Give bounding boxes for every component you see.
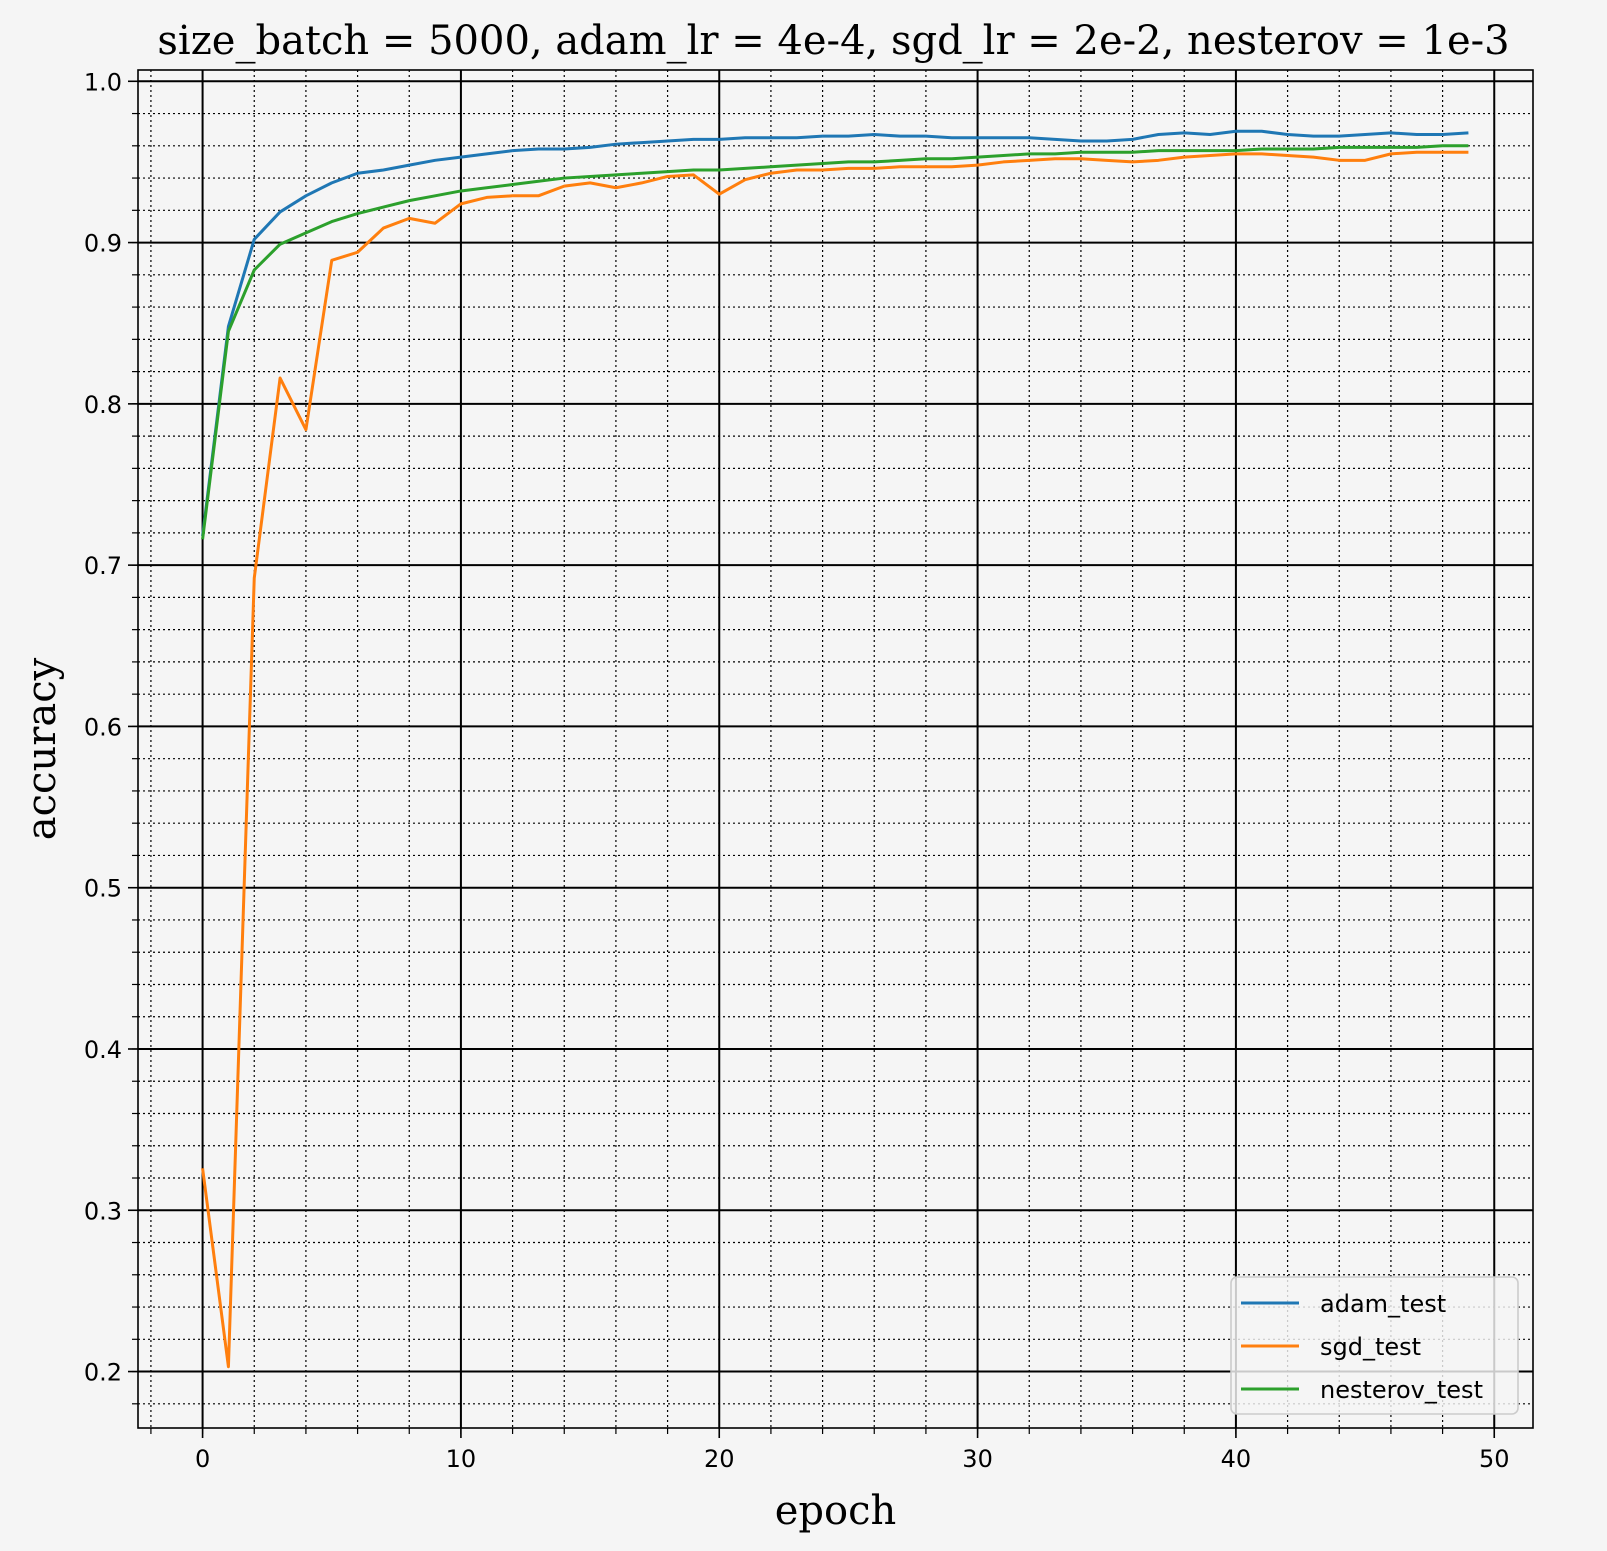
series-line-sgd_test: [201, 150, 1469, 1369]
series-line-nesterov_test: [201, 144, 1469, 540]
y-tick-label: 0.3: [84, 1197, 122, 1225]
y-tick-label: 0.6: [84, 713, 122, 741]
legend-label-sgd_test: sgd_test: [1320, 1333, 1421, 1361]
plot-area: [138, 70, 1533, 1428]
y-tick-label: 0.5: [84, 875, 122, 903]
y-tick-label: 0.9: [84, 230, 122, 258]
series-line-adam_test: [201, 129, 1469, 537]
y-tick-label: 0.4: [84, 1036, 122, 1064]
x-tick-label: 10: [446, 1445, 477, 1473]
x-tick-label: 30: [962, 1445, 993, 1473]
series-layer: [201, 129, 1469, 1369]
x-axis-label: epoch: [775, 1488, 897, 1534]
chart-title: size_batch = 5000, adam_lr = 4e-4, sgd_l…: [157, 18, 1509, 64]
legend: adam_test sgd_test nesterov_test: [1230, 1276, 1519, 1415]
y-tick-label: 1.0: [84, 68, 122, 96]
legend-label-adam_test: adam_test: [1320, 1290, 1446, 1318]
legend-box: [1230, 1276, 1519, 1415]
x-tick-label: 40: [1221, 1445, 1252, 1473]
plot-frame: [137, 69, 1534, 1429]
x-tick-label: 0: [195, 1445, 210, 1473]
y-tick-label: 0.8: [84, 391, 122, 419]
legend-label-nesterov_test: nesterov_test: [1320, 1376, 1483, 1404]
y-tick-label: 0.2: [84, 1359, 122, 1387]
y-axis-label: accuracy: [19, 657, 65, 840]
grid-major: [138, 70, 1533, 1428]
y-tick-label: 0.7: [84, 552, 122, 580]
axis-ticks: [128, 80, 1496, 1438]
x-tick-label: 50: [1479, 1445, 1510, 1473]
x-tick-label: 20: [704, 1445, 735, 1473]
tick-labels: 0 10 20 30 40 50 0.2 0.3 0.4 0.5 0.6 0.7 0.8 0.9 1.0: [84, 68, 1510, 1473]
